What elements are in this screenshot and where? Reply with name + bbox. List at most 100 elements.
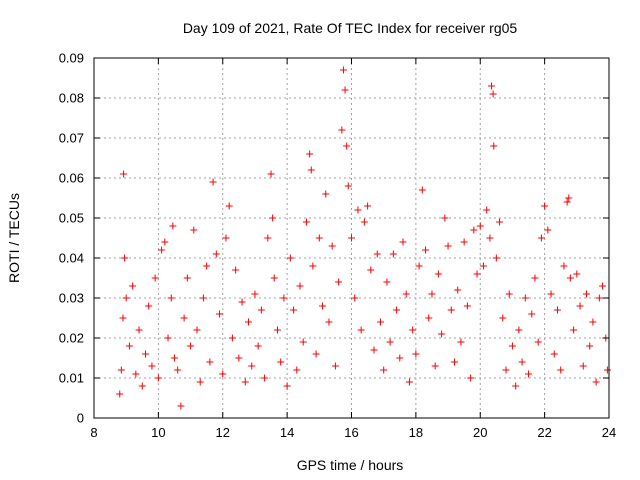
x-tick-label: 14 bbox=[280, 425, 294, 440]
data-point bbox=[145, 302, 153, 310]
data-point bbox=[203, 262, 211, 270]
data-point bbox=[222, 234, 230, 242]
data-point bbox=[505, 290, 513, 298]
data-point bbox=[154, 374, 162, 382]
data-point bbox=[117, 366, 125, 374]
y-tick-label: 0.01 bbox=[59, 371, 84, 386]
data-point bbox=[170, 354, 178, 362]
data-point bbox=[460, 238, 468, 246]
data-point bbox=[579, 362, 587, 370]
data-points bbox=[116, 66, 611, 410]
data-point bbox=[319, 302, 327, 310]
x-axis-label: GPS time / hours bbox=[297, 457, 404, 473]
data-point bbox=[169, 222, 177, 230]
data-point bbox=[148, 362, 156, 370]
data-point bbox=[216, 310, 224, 318]
data-point bbox=[206, 358, 214, 366]
data-point bbox=[235, 354, 243, 362]
data-point bbox=[199, 294, 207, 302]
data-point bbox=[183, 274, 191, 282]
data-point bbox=[293, 366, 301, 374]
data-point bbox=[447, 306, 455, 314]
y-tick-label: 0.05 bbox=[59, 211, 84, 226]
data-point bbox=[570, 326, 578, 334]
data-point bbox=[286, 254, 294, 262]
data-point bbox=[121, 254, 129, 262]
y-tick-label: 0.02 bbox=[59, 331, 84, 346]
data-point bbox=[344, 182, 352, 190]
x-tick-label: 10 bbox=[151, 425, 165, 440]
data-point bbox=[544, 226, 552, 234]
data-point bbox=[405, 378, 413, 386]
data-point bbox=[431, 362, 439, 370]
data-point bbox=[554, 306, 561, 314]
data-point bbox=[563, 198, 571, 206]
data-point bbox=[496, 218, 504, 226]
data-point bbox=[360, 218, 368, 226]
data-point bbox=[264, 234, 272, 242]
data-point bbox=[132, 370, 140, 378]
data-point bbox=[470, 226, 478, 234]
data-point bbox=[396, 354, 404, 362]
data-point bbox=[488, 82, 496, 90]
x-tick-label: 20 bbox=[473, 425, 487, 440]
data-point bbox=[383, 278, 391, 286]
y-tick-label: 0.09 bbox=[59, 51, 84, 66]
x-tick-label: 18 bbox=[409, 425, 423, 440]
data-point bbox=[418, 186, 426, 194]
data-point bbox=[444, 242, 452, 250]
data-point bbox=[412, 350, 420, 358]
y-tick-label: 0 bbox=[77, 411, 84, 426]
data-point bbox=[541, 202, 549, 210]
data-point bbox=[573, 270, 581, 278]
data-point bbox=[119, 314, 127, 322]
data-point bbox=[196, 378, 204, 386]
data-point bbox=[354, 206, 362, 214]
data-point bbox=[428, 290, 436, 298]
y-tick-label: 0.07 bbox=[59, 131, 84, 146]
data-point bbox=[386, 338, 394, 346]
data-point bbox=[225, 202, 233, 210]
data-point bbox=[451, 358, 458, 366]
data-point bbox=[595, 294, 603, 302]
data-point bbox=[476, 222, 484, 230]
data-point bbox=[135, 326, 143, 334]
data-point bbox=[309, 262, 317, 270]
data-point bbox=[312, 350, 320, 358]
data-point bbox=[257, 306, 265, 314]
data-point bbox=[499, 314, 507, 322]
data-point bbox=[473, 270, 481, 278]
data-point bbox=[515, 326, 523, 334]
data-point bbox=[380, 366, 388, 374]
data-point bbox=[228, 334, 236, 342]
data-point bbox=[492, 254, 500, 262]
data-point bbox=[508, 342, 516, 350]
data-point bbox=[592, 378, 600, 386]
grid bbox=[94, 58, 609, 418]
data-point bbox=[167, 294, 175, 302]
data-point bbox=[489, 90, 497, 98]
x-axis-ticks: 8 10 12 14 16 18 20 22 24 bbox=[90, 58, 616, 440]
data-point bbox=[490, 142, 498, 150]
data-point bbox=[566, 274, 574, 282]
data-point bbox=[364, 202, 372, 210]
data-point bbox=[209, 178, 217, 186]
data-point bbox=[367, 266, 375, 274]
data-point bbox=[599, 282, 607, 290]
data-point bbox=[531, 274, 539, 282]
data-point bbox=[438, 330, 446, 338]
data-point bbox=[518, 358, 526, 366]
y-tick-label: 0.03 bbox=[59, 291, 84, 306]
y-axis-ticks: 0 0.01 0.02 0.03 0.04 0.05 0.06 0.07 0.08 0.09 bbox=[59, 51, 609, 426]
data-point bbox=[402, 290, 410, 298]
data-point bbox=[219, 370, 227, 378]
data-point bbox=[393, 306, 401, 314]
data-point bbox=[174, 366, 182, 374]
data-point bbox=[335, 278, 343, 286]
data-point bbox=[290, 306, 298, 314]
data-point bbox=[270, 274, 278, 282]
data-point bbox=[547, 290, 555, 298]
data-point bbox=[528, 310, 536, 318]
x-tick-label: 22 bbox=[537, 425, 551, 440]
